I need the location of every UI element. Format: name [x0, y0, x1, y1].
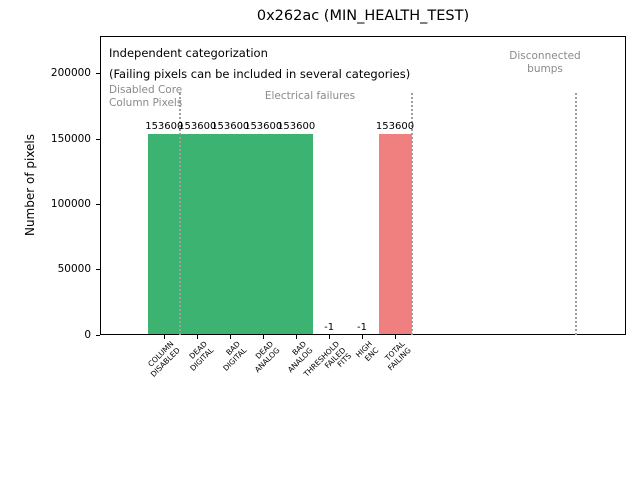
bar	[213, 134, 247, 334]
bar	[246, 134, 280, 334]
x-tick-mark	[262, 335, 264, 339]
chart-title: 0x262ac (MIN_HEALTH_TEST)	[256, 8, 470, 24]
bar	[147, 134, 181, 334]
bar	[180, 134, 214, 334]
y-tick-label: 50000	[57, 263, 91, 276]
x-tick-label: HIGH ENC	[353, 339, 380, 363]
x-tick-label: DEAD DIGITAL	[187, 339, 215, 373]
y-tick-label: 200000	[50, 67, 91, 80]
x-tick-mark	[394, 335, 396, 339]
note-line-1: Independent categorization	[109, 46, 268, 60]
bar-value-label: 153600	[145, 120, 184, 132]
y-tick-label: 150000	[50, 132, 91, 145]
bar-value-label: -1	[324, 321, 335, 333]
y-tick-mark	[96, 334, 100, 336]
note-line-2: (Failing pixels can be included in sever…	[109, 67, 411, 81]
group-label: Disabled Core Column Pixels	[109, 84, 183, 109]
x-tick-label: DEAD ANALOG	[252, 339, 281, 374]
y-tick-mark	[96, 138, 100, 140]
x-tick-label: BAD DIGITAL	[220, 339, 248, 373]
group-label: Disconnected bumps	[509, 50, 581, 75]
bar	[279, 134, 313, 334]
y-tick-label: 100000	[50, 197, 91, 210]
plot-area	[100, 36, 626, 335]
x-tick-mark	[295, 335, 297, 339]
x-tick-mark	[163, 335, 165, 339]
bar-value-label: 153600	[277, 120, 316, 132]
bar-value-label: 153600	[375, 120, 415, 132]
bar-value-label: -1	[357, 321, 368, 333]
group-separator-line	[411, 93, 413, 335]
group-separator-line	[575, 93, 577, 335]
group-separator-line	[179, 93, 181, 335]
bar-value-label: 153600	[211, 120, 250, 132]
bar-value-label: 153600	[178, 120, 217, 132]
y-tick-mark	[96, 73, 100, 75]
bar-value-label: 153600	[244, 120, 283, 132]
x-tick-mark	[229, 335, 231, 339]
x-tick-mark	[196, 335, 198, 339]
x-tick-label: TOTAL FAILING	[383, 339, 413, 373]
y-tick-label: 0	[84, 328, 91, 341]
y-tick-mark	[96, 269, 100, 271]
x-tick-mark	[361, 335, 363, 339]
bar	[378, 134, 412, 334]
y-tick-mark	[96, 203, 100, 205]
y-axis-label: Number of pixels	[23, 133, 37, 237]
group-label: Electrical failures	[264, 90, 356, 102]
x-tick-label: COLUMN DISABLED	[146, 339, 182, 379]
x-tick-mark	[328, 335, 330, 339]
